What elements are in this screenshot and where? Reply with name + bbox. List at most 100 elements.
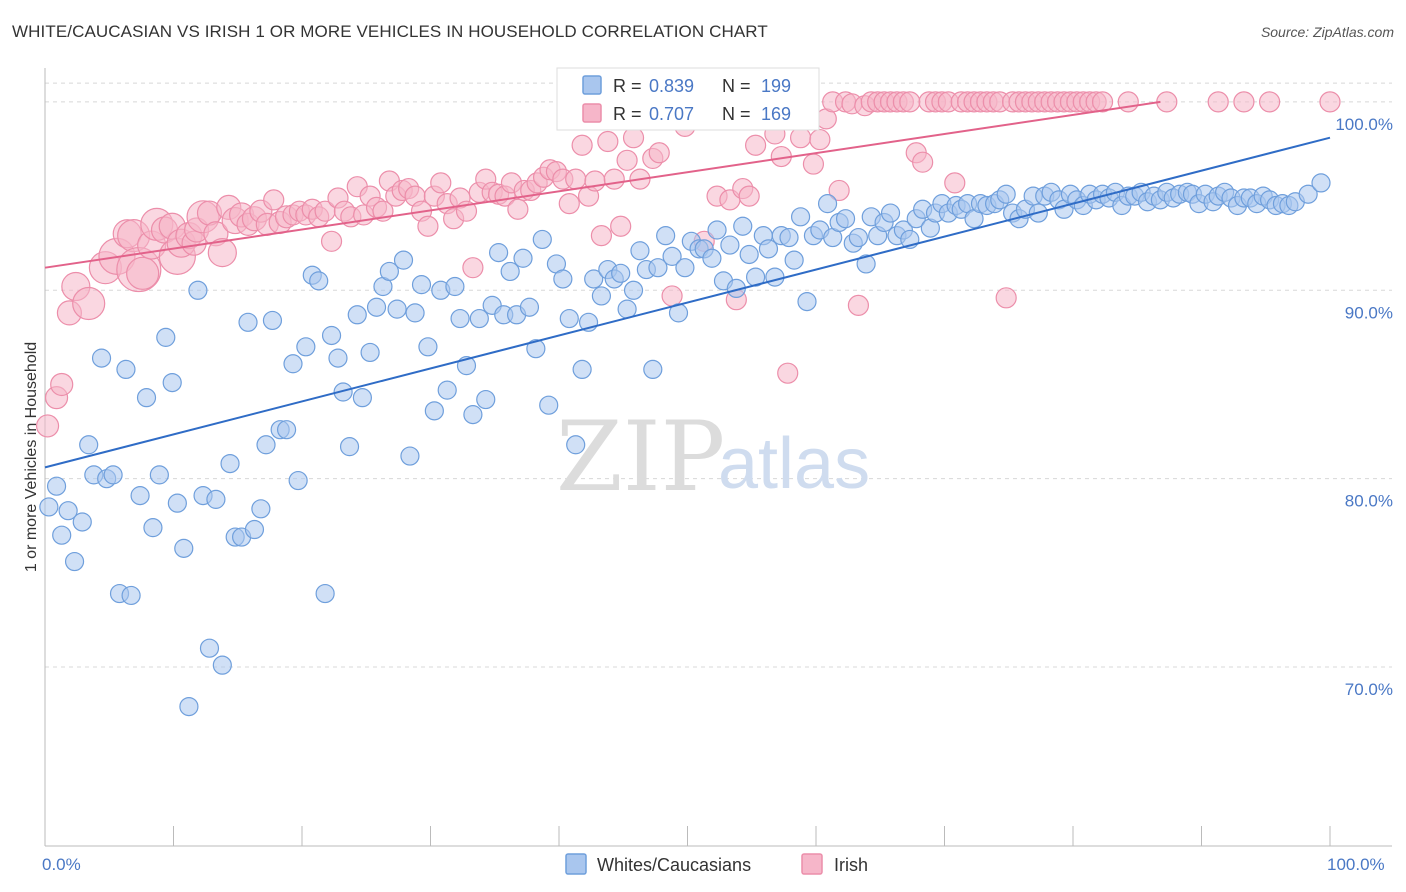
- legend-swatch-pink: [582, 103, 602, 123]
- y-tick-label: 80.0%: [1345, 492, 1393, 511]
- data-point: [476, 389, 496, 410]
- data-point: [411, 275, 432, 295]
- data-point: [597, 130, 619, 153]
- data-point: [1091, 91, 1114, 113]
- data-point: [126, 256, 160, 290]
- data-point: [643, 359, 663, 380]
- data-point: [424, 401, 444, 421]
- data-point: [656, 226, 676, 246]
- data-point: [276, 420, 297, 440]
- data-point: [553, 269, 573, 289]
- data-point: [720, 235, 740, 255]
- data-point: [347, 305, 367, 325]
- data-point: [39, 497, 59, 517]
- data-point: [856, 254, 876, 274]
- data-point: [262, 310, 283, 331]
- data-point: [360, 342, 380, 363]
- data-point: [835, 209, 856, 229]
- data-point: [611, 263, 631, 283]
- data-point: [179, 697, 199, 717]
- data-point: [745, 134, 767, 156]
- data-point: [944, 172, 966, 194]
- data-point: [199, 638, 220, 658]
- data-point: [532, 229, 552, 250]
- legend-r-label-blue: R =: [613, 76, 642, 96]
- data-point: [707, 220, 727, 240]
- legend-n-value-blue: 199: [761, 76, 791, 96]
- data-point: [996, 184, 1016, 204]
- series-legend: Whites/Caucasians Irish: [565, 853, 868, 875]
- legend-n-value-pink: 169: [761, 104, 791, 124]
- grid-lines: [45, 82, 1392, 668]
- legend-n-label-pink: N =: [722, 104, 751, 124]
- data-point: [489, 243, 509, 263]
- data-point: [116, 359, 136, 380]
- data-point: [445, 276, 465, 297]
- data-point: [256, 435, 276, 455]
- data-point: [405, 303, 425, 323]
- data-point: [72, 286, 106, 321]
- data-point: [72, 512, 92, 532]
- data-point: [162, 372, 182, 393]
- data-point: [591, 286, 612, 306]
- legend-r-value-pink: 0.707: [649, 104, 694, 124]
- data-point: [847, 294, 870, 316]
- data-point: [207, 238, 237, 268]
- data-point: [739, 244, 759, 265]
- data-point: [566, 435, 586, 455]
- data-point: [1298, 184, 1318, 204]
- data-point: [417, 215, 439, 237]
- data-point: [35, 414, 60, 438]
- data-point: [309, 271, 329, 291]
- data-point: [387, 299, 407, 319]
- data-point: [558, 193, 580, 215]
- data-point: [513, 248, 533, 268]
- data-point: [738, 185, 760, 207]
- data-point: [648, 142, 670, 164]
- data-point: [296, 337, 316, 357]
- data-point: [789, 127, 812, 149]
- axes: [44, 68, 1392, 847]
- trend-line-whites: [44, 136, 1331, 469]
- data-point: [238, 312, 258, 332]
- data-point: [251, 499, 271, 519]
- data-point: [648, 258, 668, 278]
- legend-n-label-blue: N =: [722, 76, 751, 96]
- data-point: [462, 257, 484, 279]
- source-credit: Source: ZipAtlas.com: [1260, 24, 1394, 40]
- data-point: [565, 168, 587, 190]
- data-point: [156, 327, 176, 347]
- watermark-atlas: atlas: [718, 424, 870, 504]
- data-point: [797, 291, 817, 312]
- data-point: [58, 501, 78, 521]
- data-point: [393, 250, 414, 270]
- data-point: [702, 248, 722, 268]
- data-point: [817, 194, 838, 214]
- y-tick-label: 90.0%: [1345, 303, 1393, 322]
- data-point: [188, 280, 208, 300]
- data-point: [315, 583, 335, 604]
- data-point: [333, 382, 353, 402]
- bottom-legend-swatch-whites: [565, 853, 587, 875]
- data-point: [418, 337, 438, 357]
- data-point: [777, 362, 799, 384]
- data-point: [590, 225, 613, 247]
- data-point: [91, 348, 112, 368]
- data-point: [572, 359, 592, 380]
- data-point: [206, 489, 226, 509]
- data-point: [79, 435, 99, 455]
- data-point: [328, 348, 348, 368]
- data-point: [616, 149, 638, 171]
- data-point: [603, 168, 625, 190]
- x-ticks: [44, 826, 1331, 846]
- data-point: [103, 465, 123, 485]
- data-point: [675, 258, 695, 278]
- data-point: [167, 493, 187, 513]
- data-point: [288, 470, 308, 491]
- data-point: [321, 325, 342, 346]
- y-tick-label: 70.0%: [1345, 680, 1393, 699]
- bottom-legend-label-whites: Whites/Caucasians: [597, 855, 751, 875]
- data-point: [212, 655, 232, 675]
- data-point: [584, 170, 606, 192]
- watermark-zip: ZIP: [556, 401, 725, 513]
